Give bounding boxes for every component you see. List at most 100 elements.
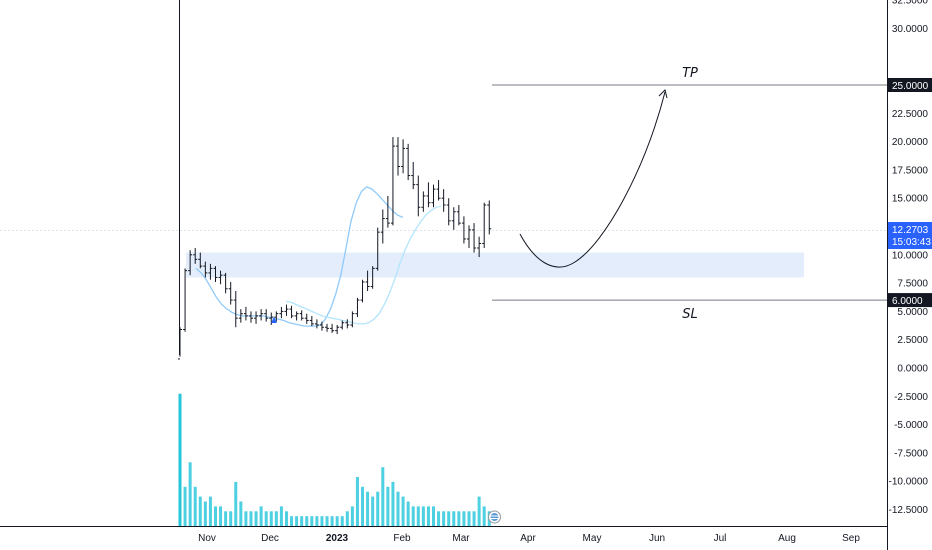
ohlc-bar (466, 225, 471, 249)
volume-bar (345, 511, 349, 526)
volume-bar (203, 501, 207, 526)
ohlc-bar (248, 311, 253, 323)
volume-bar (426, 506, 430, 526)
ohlc-bar (345, 319, 350, 329)
volume-bar (452, 511, 456, 526)
price-tick-label: 2.5000 (897, 335, 928, 346)
ohlc-bar (406, 143, 411, 181)
volume-bar (432, 506, 435, 526)
current-price-tag-bg (888, 222, 932, 249)
stop-loss-label: SL (682, 307, 698, 322)
ohlc-bar (243, 306, 248, 321)
ohlc-bar (482, 202, 487, 249)
volume-bar (401, 496, 405, 526)
price-axis[interactable]: 32.5000 30.0000 22.5000 20.0000 17.5000 15.00… (889, 0, 929, 516)
volume-bar (406, 501, 410, 526)
price-tick-label: 5.0000 (897, 307, 928, 318)
volume-bar (477, 496, 481, 526)
tp-tag-bg (888, 78, 932, 92)
price-tick-label: 0.0000 (897, 364, 928, 375)
volume-bar (371, 496, 375, 526)
volume-bar (259, 506, 263, 526)
time-tick-label: May (583, 533, 602, 544)
current-price-value: 12.2703 (892, 225, 929, 236)
ohlc-bar (264, 309, 269, 322)
ohlc-bar (183, 268, 188, 332)
volume-bar (284, 511, 288, 526)
ohlc-bar (380, 209, 385, 244)
price-tick-label: 17.5000 (892, 165, 929, 176)
ohlc-bar (299, 310, 304, 321)
volume-bar (315, 516, 319, 526)
ohlc-bar (472, 223, 477, 253)
volume-bar (361, 486, 365, 526)
volume-bar (224, 511, 228, 526)
time-tick-label: Aug (778, 533, 796, 544)
volume-bar (482, 506, 486, 526)
ohlc-bar (365, 270, 370, 292)
sl-tag-value: 6.0000 (892, 296, 923, 307)
ohlc-bar (259, 309, 264, 321)
tp-tag-value: 25.0000 (892, 81, 929, 92)
ohlc-bar (355, 297, 360, 318)
time-tick-label: Mar (452, 533, 470, 544)
ohlc-bar (319, 321, 324, 331)
ohlc-bar (188, 250, 193, 276)
volume-bar (391, 481, 395, 526)
price-tick-label: -5.0000 (894, 420, 928, 431)
ohlc-bar (487, 200, 492, 235)
ohlc-bar (426, 182, 431, 208)
ohlc-bar (178, 327, 182, 360)
volume-bar (310, 516, 314, 526)
ohlc-bar (228, 281, 233, 305)
ohlc-bar (309, 315, 314, 327)
ohlc-bar (330, 323, 335, 333)
sl-tag-bg (888, 293, 932, 308)
ohlc-bar (441, 189, 446, 212)
time-tick-label: Feb (393, 533, 411, 544)
price-tick-label: 7.5000 (897, 279, 928, 290)
volume-bar (411, 506, 415, 526)
volume-bar (279, 506, 283, 526)
projected-path-curve[interactable] (519, 91, 666, 268)
ohlc-bar (213, 266, 218, 282)
event-marker-icon[interactable] (271, 317, 277, 323)
ohlc-bar (396, 137, 401, 176)
volume-bar (320, 516, 324, 526)
volume-bar (239, 501, 243, 526)
time-axis[interactable]: Nov Dec 2023 Feb Mar Apr May Jun Jul Aug Sep (198, 533, 860, 544)
volume-bar (213, 506, 217, 526)
volume-bar (300, 516, 304, 526)
price-tick-label: 20.0000 (892, 137, 929, 148)
flag-icon[interactable] (488, 510, 501, 524)
volume-bar (305, 516, 309, 526)
ohlc-bar (436, 180, 441, 201)
ohlc-bar (477, 236, 482, 258)
volume-bar (386, 486, 390, 526)
volume-bar (340, 516, 344, 526)
volume-bar (264, 511, 268, 526)
ohlc-bar (269, 312, 274, 325)
volume-bar (234, 481, 238, 526)
price-tick-label: -2.5000 (894, 392, 928, 403)
ohlc-bar (304, 313, 309, 324)
ohlc-bar (421, 191, 426, 212)
stop-loss-tag: 6.0000 (888, 293, 932, 308)
price-tick-label: 10.0000 (892, 250, 929, 261)
time-tick-label: 2023 (326, 533, 349, 544)
volume-bar (472, 511, 476, 526)
price-tick-label: -10.0000 (889, 477, 929, 488)
ohlc-bar (238, 309, 243, 323)
ohlc-bar (254, 311, 259, 324)
volume-bar (330, 516, 334, 526)
ohlc-bar (335, 324, 340, 335)
volume-bar (442, 511, 446, 526)
ohlc-bar (401, 139, 406, 174)
volume-bar (188, 462, 192, 526)
ohlc-bar (289, 305, 294, 319)
current-price-tag: 12.2703 15:03:43 (888, 222, 932, 249)
price-tick-label: -7.5000 (894, 448, 928, 459)
volume-bar (437, 511, 441, 526)
volume-bar (229, 511, 233, 526)
ohlc-bar (193, 248, 198, 264)
